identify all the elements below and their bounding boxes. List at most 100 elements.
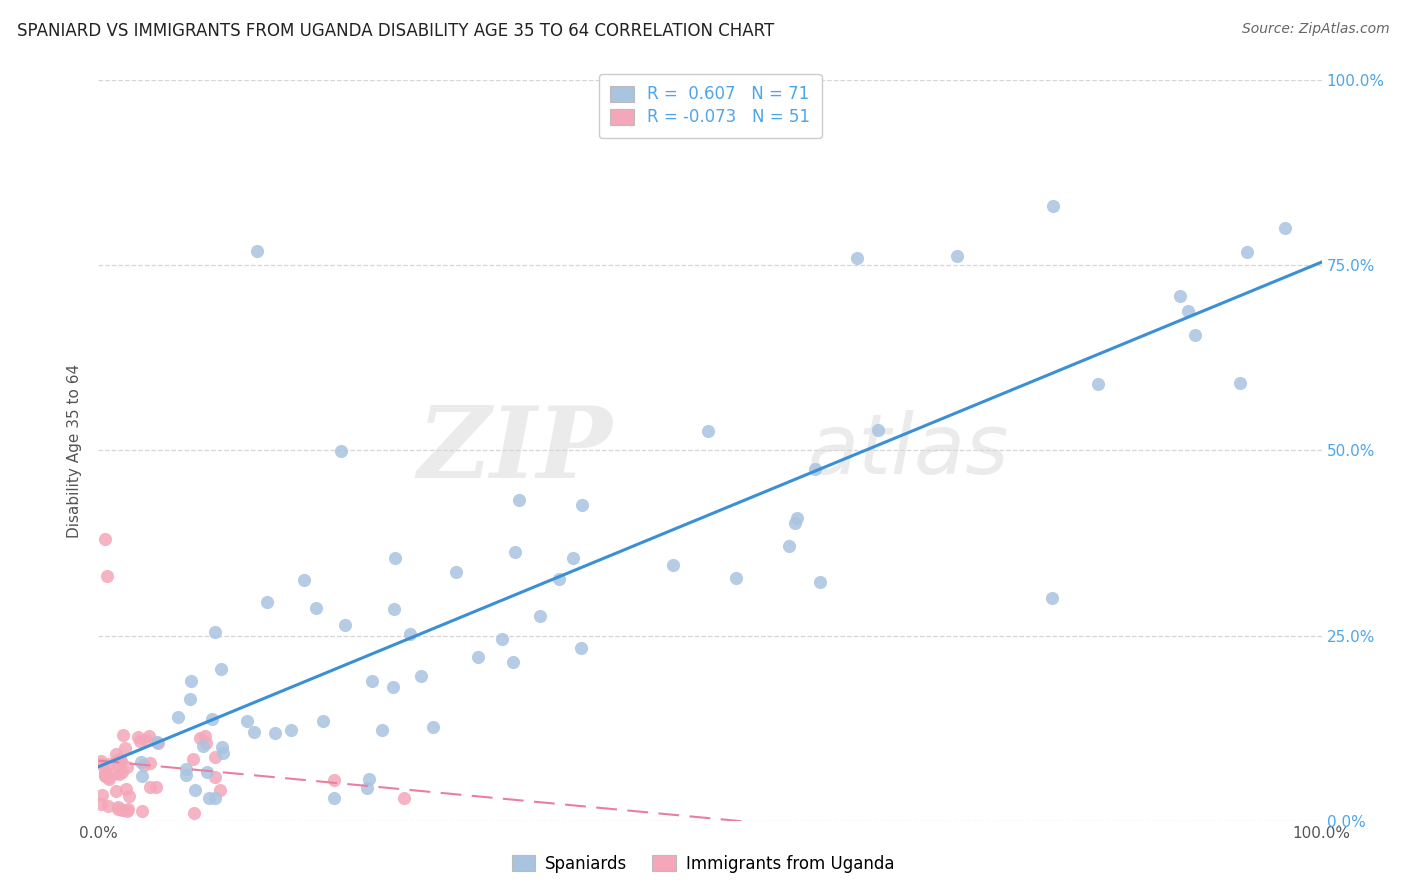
Point bbox=[562, 551, 585, 566]
Point bbox=[571, 499, 593, 513]
Point bbox=[204, 770, 226, 784]
Point bbox=[97, 770, 120, 784]
Point bbox=[333, 617, 356, 632]
Point bbox=[263, 726, 285, 740]
Point bbox=[1274, 221, 1296, 235]
Point bbox=[194, 736, 217, 750]
Point bbox=[384, 550, 406, 565]
Point bbox=[786, 510, 808, 524]
Text: ZIP: ZIP bbox=[418, 402, 612, 499]
Point bbox=[204, 624, 226, 639]
Point bbox=[138, 780, 160, 795]
Point bbox=[90, 789, 112, 803]
Point bbox=[1177, 304, 1199, 318]
Point bbox=[359, 772, 381, 786]
Point bbox=[183, 805, 205, 820]
Point bbox=[93, 764, 115, 778]
Point bbox=[204, 750, 226, 764]
Point bbox=[1184, 328, 1206, 343]
Point bbox=[193, 739, 215, 753]
Point bbox=[166, 709, 188, 723]
Point bbox=[569, 640, 592, 655]
Point bbox=[1236, 245, 1258, 260]
Point bbox=[115, 781, 138, 796]
Y-axis label: Disability Age 35 to 64: Disability Age 35 to 64 bbox=[67, 363, 83, 538]
Point bbox=[110, 755, 132, 769]
Point bbox=[502, 655, 524, 669]
Point bbox=[508, 492, 530, 507]
Point bbox=[211, 740, 233, 755]
Point bbox=[256, 595, 278, 609]
Point bbox=[696, 424, 718, 438]
Legend: Spaniards, Immigrants from Uganda: Spaniards, Immigrants from Uganda bbox=[505, 848, 901, 880]
Point bbox=[146, 734, 169, 748]
Point bbox=[804, 462, 827, 476]
Point bbox=[392, 791, 416, 805]
Point bbox=[1229, 376, 1251, 390]
Point bbox=[90, 755, 112, 769]
Point bbox=[94, 769, 117, 783]
Point bbox=[361, 673, 384, 688]
Text: atlas: atlas bbox=[808, 410, 1010, 491]
Point bbox=[138, 729, 160, 743]
Point bbox=[174, 767, 197, 781]
Point bbox=[382, 602, 405, 616]
Point bbox=[204, 791, 226, 805]
Point bbox=[209, 782, 232, 797]
Point bbox=[411, 668, 433, 682]
Point bbox=[422, 720, 444, 734]
Point bbox=[503, 545, 526, 559]
Point bbox=[184, 782, 207, 797]
Point bbox=[235, 714, 257, 728]
Point bbox=[97, 757, 120, 772]
Point bbox=[117, 802, 139, 816]
Point bbox=[198, 791, 221, 805]
Point bbox=[90, 797, 112, 811]
Point bbox=[209, 662, 232, 676]
Point bbox=[179, 692, 201, 706]
Point bbox=[132, 757, 155, 772]
Text: Source: ZipAtlas.com: Source: ZipAtlas.com bbox=[1241, 22, 1389, 37]
Point bbox=[148, 736, 170, 750]
Point bbox=[444, 565, 467, 579]
Point bbox=[243, 725, 266, 739]
Point bbox=[107, 800, 129, 814]
Point bbox=[117, 789, 139, 804]
Point bbox=[115, 804, 138, 818]
Point bbox=[108, 767, 131, 781]
Point bbox=[104, 747, 127, 761]
Point bbox=[724, 571, 747, 585]
Point bbox=[117, 759, 139, 773]
Point bbox=[371, 723, 394, 737]
Point bbox=[491, 632, 513, 646]
Point bbox=[174, 762, 197, 776]
Point bbox=[105, 754, 128, 768]
Point bbox=[399, 627, 422, 641]
Point bbox=[91, 756, 114, 771]
Point bbox=[131, 804, 153, 818]
Point bbox=[808, 574, 831, 589]
Point bbox=[1087, 376, 1109, 391]
Point bbox=[845, 251, 868, 265]
Point bbox=[467, 650, 489, 665]
Point bbox=[1040, 591, 1063, 605]
Point bbox=[135, 733, 157, 747]
Point bbox=[114, 740, 136, 755]
Point bbox=[945, 250, 967, 264]
Text: SPANIARD VS IMMIGRANTS FROM UGANDA DISABILITY AGE 35 TO 64 CORRELATION CHART: SPANIARD VS IMMIGRANTS FROM UGANDA DISAB… bbox=[17, 22, 775, 40]
Point bbox=[96, 569, 118, 583]
Point bbox=[139, 756, 162, 770]
Point bbox=[305, 601, 328, 615]
Legend: R =  0.607   N = 71, R = -0.073   N = 51: R = 0.607 N = 71, R = -0.073 N = 51 bbox=[599, 74, 821, 138]
Point bbox=[778, 539, 800, 553]
Point bbox=[127, 730, 149, 744]
Point bbox=[212, 746, 235, 760]
Point bbox=[785, 516, 807, 530]
Point bbox=[246, 244, 269, 258]
Point bbox=[195, 764, 218, 779]
Point bbox=[322, 791, 344, 805]
Point bbox=[382, 681, 405, 695]
Point bbox=[111, 803, 134, 817]
Point bbox=[1168, 289, 1191, 303]
Point bbox=[97, 799, 120, 814]
